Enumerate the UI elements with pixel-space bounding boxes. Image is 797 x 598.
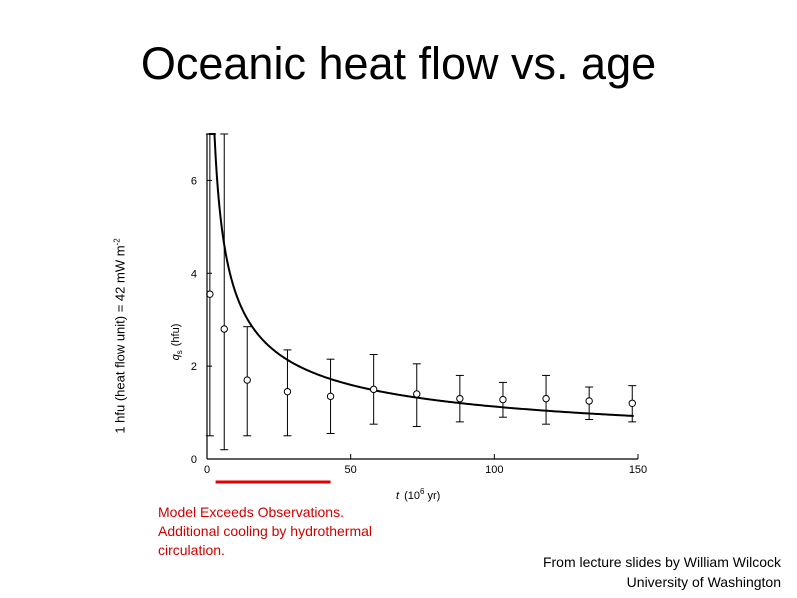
y-axis-label-sub: s (175, 350, 184, 354)
data-point (206, 290, 214, 298)
note-line-1: Model Exceeds Observations. (158, 504, 344, 520)
model-exceeds-note: Model Exceeds Observations. Additional c… (158, 503, 372, 560)
y-axis-label-units: (hfu) (170, 324, 182, 347)
credit-block: From lecture slides by William Wilcock U… (543, 552, 781, 592)
data-point (456, 394, 464, 403)
y-axis-label-q: q (170, 353, 182, 360)
y-tick-label: 4 (191, 268, 197, 280)
data-point (542, 394, 550, 403)
chart-ticks: 0 2 4 6 0 50 100 150 (191, 133, 647, 476)
data-point (413, 390, 421, 398)
x-axis-label-exp: 6 (420, 487, 425, 496)
y-axis-label: qs (hfu) (170, 324, 184, 361)
credit-line-1: From lecture slides by William Wilcock (542, 554, 781, 570)
slide-title: Oceanic heat flow vs. age (140, 38, 657, 89)
data-point (628, 399, 636, 407)
y-tick-label: 6 (191, 175, 197, 187)
data-point (369, 385, 378, 394)
x-axis-label: t (106 yr) (396, 487, 440, 502)
x-tick-label: 100 (485, 464, 503, 476)
chart-marks (205, 133, 637, 484)
x-axis-label-t: t (396, 490, 400, 502)
x-tick-label: 0 (204, 464, 210, 476)
x-axis-label-units: (10 (404, 490, 420, 502)
model-curve (208, 133, 634, 417)
y-tick-label: 2 (191, 361, 197, 373)
data-point (326, 392, 335, 401)
note-line-2: Additional cooling by hydrothermal (158, 523, 373, 539)
data-point (585, 397, 593, 405)
y-tick-label: 0 (191, 454, 197, 466)
data-point (243, 376, 251, 384)
data-point (499, 395, 507, 404)
note-line-3: circulation. (158, 542, 225, 558)
data-point (283, 387, 292, 396)
data-point (220, 325, 228, 333)
x-tick-label: 50 (345, 464, 357, 476)
credit-line-2: University of Washington (626, 574, 781, 590)
x-axis-label-tail: yr) (424, 490, 440, 502)
x-tick-label: 150 (629, 464, 647, 476)
